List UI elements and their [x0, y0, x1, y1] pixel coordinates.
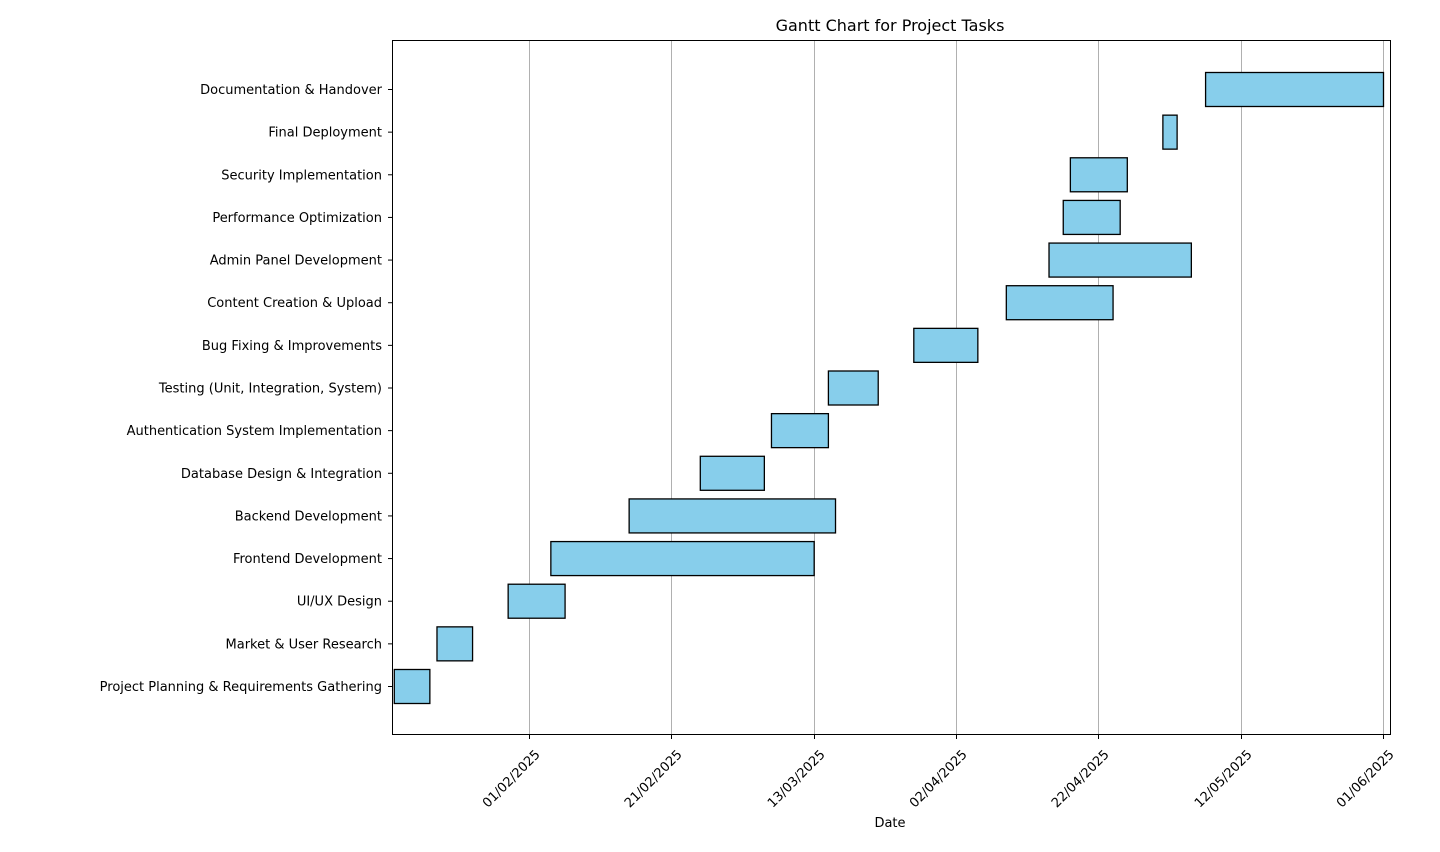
task-bar	[770, 412, 830, 449]
y-axis-task-labels: Project Planning & Requirements Gatherin…	[100, 83, 393, 695]
y-tick-label: Testing (Unit, Integration, System)	[158, 382, 382, 397]
y-tick-label: Authentication System Implementation	[127, 424, 382, 439]
task-bar	[628, 498, 837, 534]
y-tick-label: Security Implementation	[221, 168, 382, 183]
chart-title: Gantt Chart for Project Tasks	[776, 16, 1005, 35]
plot-area-frame	[392, 40, 1391, 735]
y-tick-label: Market & User Research	[226, 637, 382, 652]
y-tick-label: Frontend Development	[233, 552, 382, 567]
y-tick-label: Content Creation & Upload	[207, 296, 382, 311]
task-bars	[393, 71, 1385, 705]
y-tick-label: Bug Fixing & Improvements	[202, 339, 382, 354]
y-tick-label: Documentation & Handover	[200, 83, 382, 98]
task-bar	[827, 370, 879, 406]
y-tick-label: Admin Panel Development	[210, 254, 382, 269]
y-tick-label: Project Planning & Requirements Gatherin…	[100, 680, 382, 695]
grid-lines	[529, 41, 1384, 734]
x-tick-label: 12/05/2025	[1192, 747, 1256, 811]
y-tick-label: Backend Development	[235, 509, 382, 524]
x-tick-label: 02/04/2025	[907, 747, 971, 811]
task-bar	[1204, 71, 1385, 108]
x-tick-label: 22/04/2025	[1049, 747, 1113, 811]
y-tick-label: Database Design & Integration	[181, 467, 382, 482]
task-bar	[393, 668, 431, 705]
x-tick-label: 13/03/2025	[765, 747, 829, 811]
task-bar	[507, 583, 566, 619]
task-bar	[1069, 157, 1128, 193]
task-bar	[1062, 199, 1121, 236]
y-tick-label: UI/UX Design	[297, 595, 382, 610]
task-bar	[913, 327, 979, 364]
x-axis-date-ticks: 01/02/2025 21/02/2025 13/03/2025 02/04/2025…	[480, 734, 1398, 811]
task-bar	[1162, 114, 1178, 150]
y-tick-label: Final Deployment	[268, 126, 382, 141]
x-tick-label: 01/06/2025	[1334, 747, 1398, 811]
task-bar	[436, 626, 474, 662]
task-bar	[699, 455, 765, 491]
y-tick-label: Performance Optimization	[212, 211, 382, 226]
x-axis-label: Date	[874, 816, 905, 831]
x-tick-label: 21/02/2025	[622, 747, 686, 811]
x-tick-label: 01/02/2025	[480, 747, 544, 811]
task-bar	[1048, 242, 1193, 278]
task-bar	[1005, 285, 1114, 321]
task-bar	[550, 540, 815, 577]
